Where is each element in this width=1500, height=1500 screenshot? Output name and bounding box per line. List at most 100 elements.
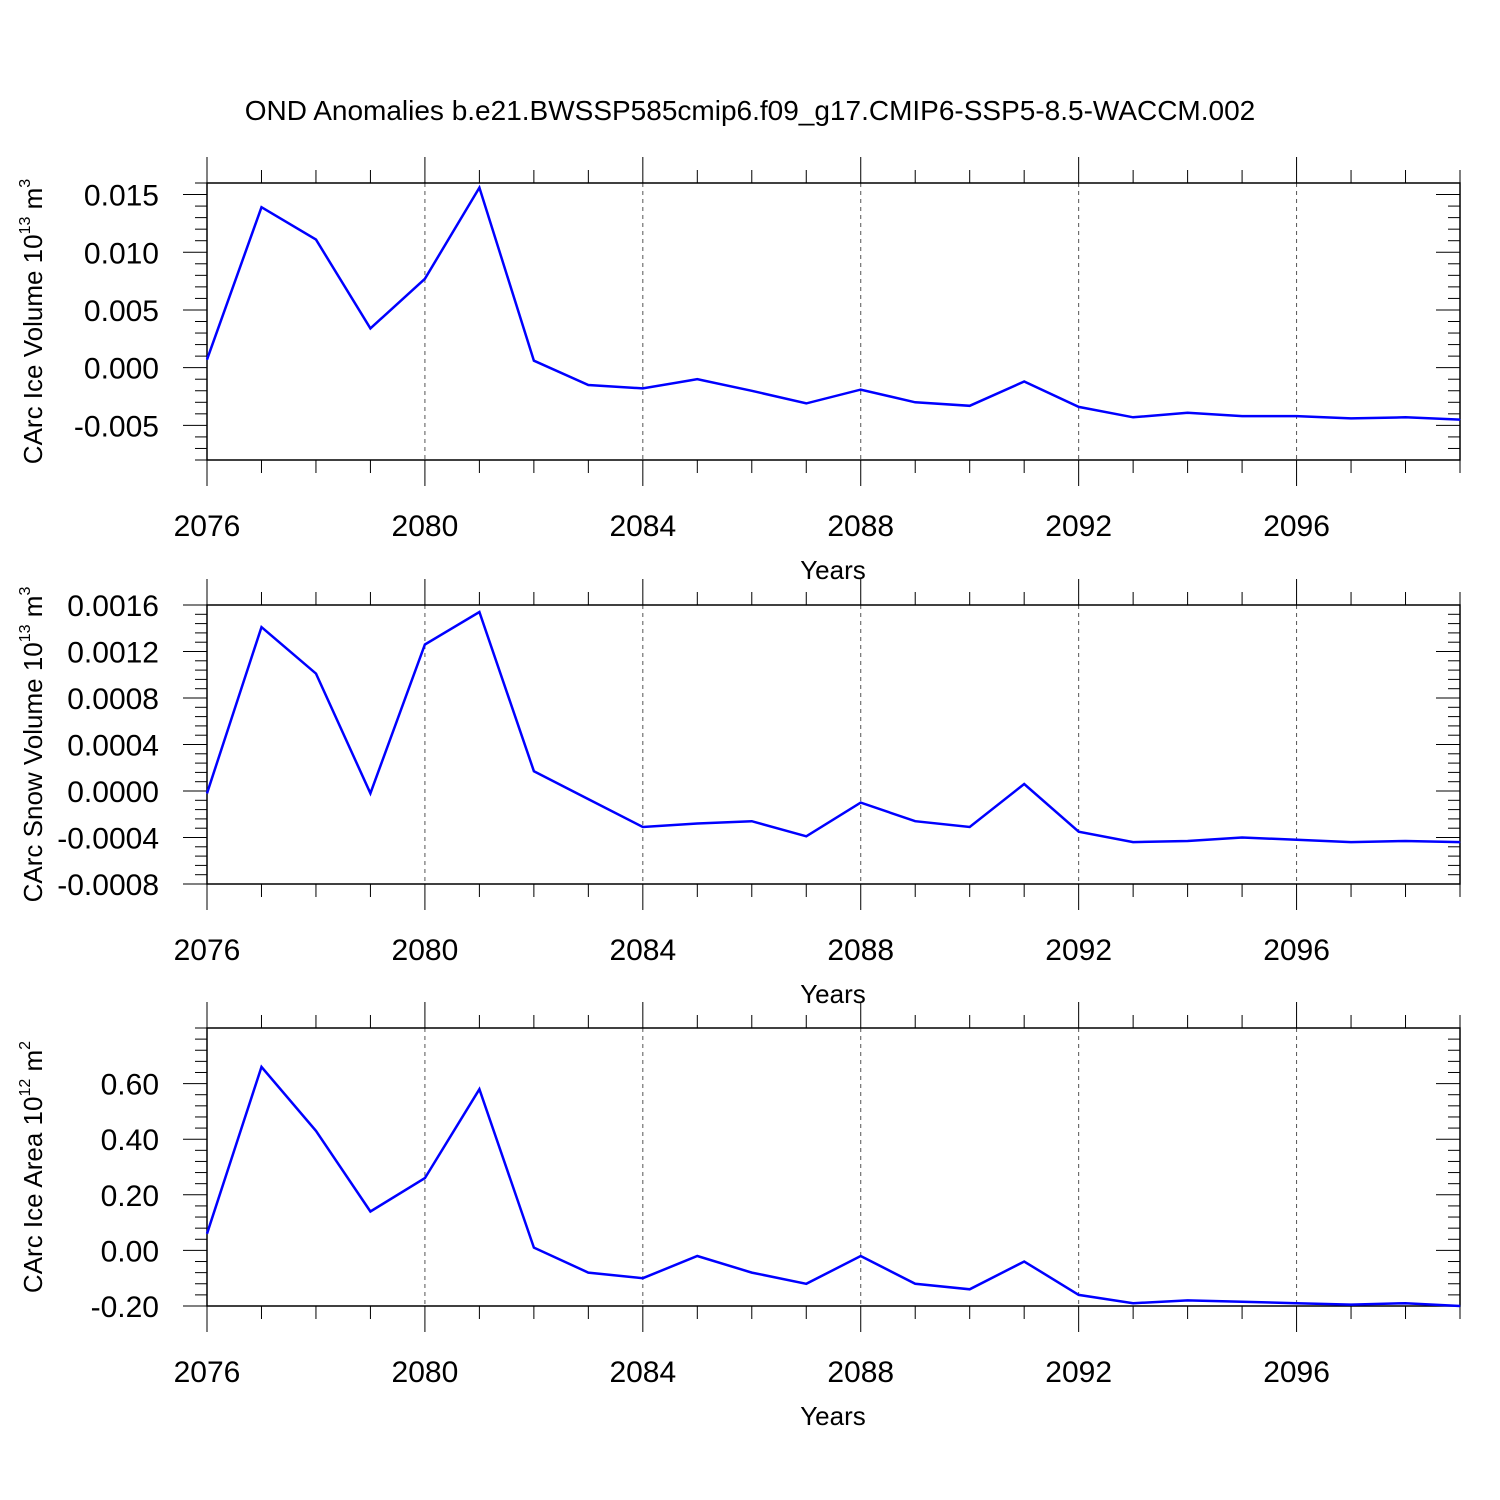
- data-point-2092: [1078, 831, 1080, 833]
- data-point-2086: [751, 1272, 753, 1274]
- panel-2: 2076 2080 2084 2088 2092 2096 Years -0.0008 -0.0…: [17, 579, 1461, 1009]
- y-tick-label: 0.0004: [67, 730, 159, 763]
- x-tick-label-2096: 2096: [1263, 934, 1330, 967]
- panel-3: 2076 2080 2084 2088 2092 2096 Years -0.20 0.00 0.…: [17, 1002, 1461, 1431]
- data-point-2087: [805, 402, 807, 404]
- data-point-2099: [1459, 419, 1461, 421]
- x-tick-label-2088: 2088: [827, 934, 894, 967]
- y-tick-label: 0.0008: [67, 683, 159, 716]
- data-point-2076: [206, 792, 208, 794]
- y-tick-label: 0.015: [84, 180, 159, 213]
- x-tick-label-2080: 2080: [392, 934, 459, 967]
- data-point-2083: [587, 1272, 589, 1274]
- plot-frame: [206, 604, 1461, 885]
- data-point-2089: [914, 1283, 916, 1285]
- plot-frame: [206, 182, 1461, 461]
- data-point-2080: [424, 644, 426, 646]
- data-point-2077: [260, 206, 262, 208]
- data-point-2084: [642, 1277, 644, 1279]
- x-tick-label-2096: 2096: [1263, 1356, 1330, 1389]
- series-line-1: [205, 610, 1461, 844]
- y-axis-title-exponent: 12: [17, 1079, 34, 1097]
- x-tick-label-2088: 2088: [827, 510, 894, 543]
- data-point-2093: [1132, 416, 1134, 418]
- data-point-2088: [860, 802, 862, 804]
- data-point-2086: [751, 390, 753, 392]
- data-point-2078: [315, 1130, 317, 1132]
- y-axis-title-unit-exponent: 3: [17, 179, 34, 188]
- data-point-2076: [206, 359, 208, 361]
- data-point-2081: [478, 187, 480, 189]
- data-point-2084: [642, 826, 644, 828]
- data-point-2088: [860, 1255, 862, 1257]
- data-point-2090: [969, 1288, 971, 1290]
- y-axis-title: CArc Snow Volume 1013 m3: [17, 587, 48, 903]
- y-tick-label: -0.0004: [57, 823, 159, 856]
- data-point-2099: [1459, 1305, 1461, 1307]
- y-tick-label: 0.0016: [67, 590, 159, 623]
- y-axis-title-text: CArc Ice Area 10: [18, 1097, 48, 1294]
- y-tick-label: 0.00: [101, 1235, 159, 1268]
- data-point-2085: [696, 823, 698, 825]
- y-tick-label: 0.0000: [67, 776, 159, 809]
- data-point-2093: [1132, 841, 1134, 843]
- data-point-2079: [369, 792, 371, 794]
- y-tick-label: 0.0012: [67, 637, 159, 670]
- data-point-2095: [1241, 837, 1243, 838]
- data-point-2079: [369, 327, 371, 329]
- data-point-2095: [1241, 1301, 1243, 1303]
- data-point-2097: [1350, 841, 1352, 843]
- data-point-2082: [533, 770, 535, 772]
- data-point-2081: [478, 1088, 480, 1090]
- x-tick-label-2084: 2084: [609, 510, 676, 543]
- y-tick-label: -0.005: [74, 410, 159, 443]
- data-point-2076: [206, 1233, 208, 1235]
- y-axis-title-exponent: 13: [17, 624, 34, 642]
- y-axis-title-unit-exponent: 3: [17, 587, 34, 596]
- data-point-2080: [424, 278, 426, 280]
- x-tick-label-2076: 2076: [174, 934, 241, 967]
- x-tick-label-2080: 2080: [392, 510, 459, 543]
- data-point-2079: [369, 1210, 371, 1212]
- data-point-2093: [1132, 1302, 1134, 1304]
- data-point-2098: [1405, 840, 1407, 842]
- x-tick-label-2076: 2076: [174, 1356, 241, 1389]
- data-point-2085: [696, 378, 698, 380]
- data-point-2089: [914, 820, 916, 822]
- y-tick-label: -0.20: [91, 1291, 159, 1324]
- plot-frame: [206, 1027, 1461, 1307]
- y-tick-label: 0.010: [84, 237, 159, 270]
- chart-title: OND Anomalies b.e21.BWSSP585cmip6.f09_g1…: [245, 95, 1256, 126]
- data-point-2089: [914, 401, 916, 403]
- data-point-2096: [1296, 1302, 1298, 1304]
- x-axis-title: Years: [800, 979, 866, 1009]
- x-tick-label-2076: 2076: [174, 510, 241, 543]
- y-tick-label: 0.20: [101, 1180, 159, 1213]
- data-point-2082: [533, 1247, 535, 1249]
- x-tick-label-2092: 2092: [1045, 1356, 1112, 1389]
- x-tick-label-2092: 2092: [1045, 934, 1112, 967]
- data-point-2086: [751, 820, 753, 822]
- data-point-2088: [860, 389, 862, 391]
- y-tick-label: 0.005: [84, 295, 159, 328]
- data-point-2097: [1350, 417, 1352, 419]
- x-tick-label-2084: 2084: [609, 1356, 676, 1389]
- y-axis-title-text: CArc Ice Volume 10: [18, 234, 48, 464]
- data-point-2091: [1023, 1261, 1025, 1263]
- data-point-2096: [1296, 839, 1298, 841]
- data-point-2092: [1078, 1294, 1080, 1296]
- x-tick-label-2096: 2096: [1263, 510, 1330, 543]
- data-point-2098: [1405, 1302, 1407, 1304]
- y-tick-label: 0.000: [84, 353, 159, 386]
- data-point-2094: [1187, 1299, 1189, 1301]
- data-point-2096: [1296, 415, 1298, 417]
- data-point-2080: [424, 1177, 426, 1179]
- data-point-2078: [315, 239, 317, 241]
- data-point-2087: [805, 835, 807, 837]
- y-axis-title: CArc Ice Volume 1013 m3: [17, 179, 48, 464]
- data-point-2084: [642, 387, 644, 389]
- data-point-2081: [478, 611, 480, 613]
- data-point-2085: [696, 1255, 698, 1257]
- data-point-2077: [260, 626, 262, 628]
